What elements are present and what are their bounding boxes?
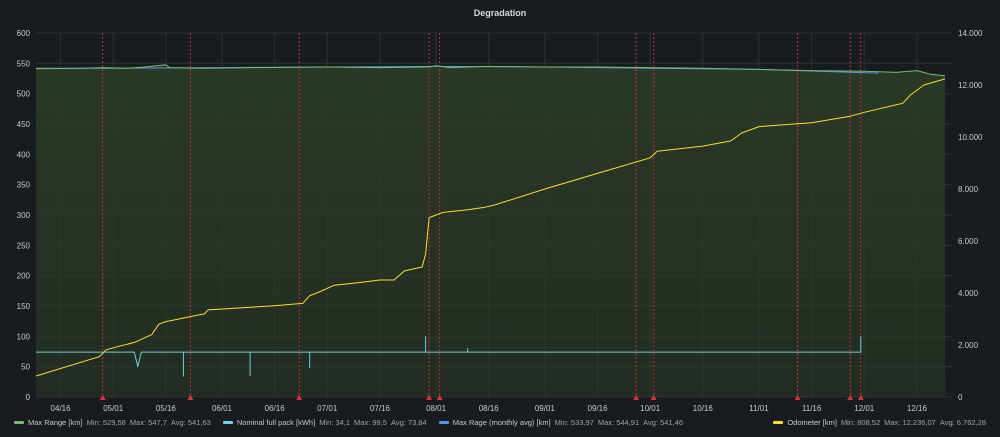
- legend-item-monthly-avg[interactable]: Max Rage (monthly avg) [km] Min: 533,97 …: [438, 418, 684, 427]
- legend-min: Min: 34,1: [319, 418, 351, 427]
- legend-min: Min: 808,52: [840, 418, 881, 427]
- event-markers: [99, 33, 864, 400]
- x-tick-label: 05/16: [156, 404, 177, 413]
- legend-label: Max Rage (monthly avg) [km]: [452, 418, 551, 427]
- left-axis-ticks: 0 50 100 150 200 250 300 350 400 450 500 550 600: [17, 29, 31, 402]
- legend-swatch: [438, 421, 449, 424]
- legend-item-max-range[interactable]: Max Range [km] Min: 529,58 Max: 547,7 Av…: [14, 418, 211, 427]
- panel-title[interactable]: Degradation: [473, 8, 527, 18]
- x-tick-label: 06/16: [265, 404, 286, 413]
- y-left-tick-label: 0: [26, 393, 31, 402]
- x-tick-label: 08/01: [426, 404, 447, 413]
- event-marker-triangle: [847, 395, 854, 400]
- event-marker-triangle: [99, 395, 106, 400]
- y-left-tick-label: 150: [17, 302, 31, 311]
- series-line-0: [35, 64, 946, 77]
- y-left-tick-label: 350: [17, 181, 31, 190]
- x-tick-label: 10/01: [640, 404, 661, 413]
- y-left-tick-label: 600: [17, 29, 31, 38]
- x-tick-label: 10/16: [693, 404, 714, 413]
- series-line-3: [35, 78, 946, 377]
- x-tick-label: 06/01: [212, 404, 233, 413]
- x-tick-label: 07/16: [370, 404, 391, 413]
- event-marker-triangle: [426, 395, 433, 400]
- legend-swatch: [773, 421, 784, 424]
- legend-label: Odometer [km]: [787, 418, 837, 427]
- legend-left: Max Range [km] Min: 529,58 Max: 547,7 Av…: [14, 418, 683, 427]
- y-left-tick-label: 300: [17, 211, 31, 220]
- x-tick-label: 05/01: [103, 404, 124, 413]
- y-left-tick-label: 500: [17, 90, 31, 99]
- x-tick-label: 09/01: [535, 404, 556, 413]
- legend-item-nominal-pack[interactable]: Nominal full pack [kWh] Min: 34,1 Max: 9…: [222, 418, 427, 427]
- right-axis-ticks: 0 2.000 4.000 6.000 8.000 10.000 12.000 14.000: [958, 29, 983, 402]
- x-tick-label: 08/16: [479, 404, 500, 413]
- y-right-tick-label: 2.000: [958, 341, 979, 350]
- legend-max: Max: 99,5: [354, 418, 387, 427]
- event-marker-triangle: [857, 395, 864, 400]
- series-lines: [35, 64, 946, 377]
- legend-label: Max Range [km]: [28, 418, 83, 427]
- legend-swatch: [222, 421, 233, 424]
- legend-min: Min: 533,97: [554, 418, 594, 427]
- event-marker-triangle: [296, 395, 303, 400]
- event-marker-triangle: [650, 395, 657, 400]
- x-tick-label: 11/16: [802, 404, 822, 413]
- x-axis-ticks: 04/16 05/01 05/16 06/01 06/16 07/01 07/16 08/01…: [51, 404, 928, 413]
- y-right-tick-label: 4.000: [958, 289, 979, 298]
- legend-avg: Avg: 541,46: [643, 418, 684, 427]
- legend-max: Max: 547,7: [129, 418, 167, 427]
- y-left-tick-label: 550: [17, 59, 31, 68]
- legend-avg: Avg: 6.762,28: [939, 418, 986, 427]
- x-tick-label: 12/01: [854, 404, 875, 413]
- event-marker-triangle: [633, 395, 640, 400]
- area-fill: [36, 64, 945, 397]
- legend-avg: Avg: 73,84: [390, 418, 427, 427]
- max-range-area: [36, 64, 945, 397]
- y-right-tick-label: 12.000: [958, 81, 983, 90]
- y-left-tick-label: 200: [17, 272, 31, 281]
- y-right-tick-label: 10.000: [958, 133, 983, 142]
- event-marker-triangle: [794, 395, 801, 400]
- legend-item-odometer[interactable]: Odometer [km] Min: 808,52 Max: 12.236,07…: [773, 418, 986, 427]
- y-right-tick-label: 6.000: [958, 237, 979, 246]
- x-tick-label: 04/16: [51, 404, 72, 413]
- y-left-tick-label: 450: [17, 120, 31, 129]
- y-left-tick-label: 400: [17, 150, 31, 159]
- x-tick-label: 07/01: [317, 404, 338, 413]
- x-tick-label: 11/01: [749, 404, 769, 413]
- event-marker-triangle: [436, 395, 443, 400]
- legend-swatch: [14, 421, 24, 424]
- legend-label: Nominal full pack [kWh]: [236, 418, 316, 427]
- y-right-tick-label: 14.000: [958, 29, 983, 38]
- legend-avg: Avg: 541,63: [170, 418, 211, 427]
- y-left-tick-label: 250: [17, 241, 31, 250]
- x-tick-label: 12/16: [907, 404, 928, 413]
- y-right-tick-label: 8.000: [958, 185, 979, 194]
- legend-max: Max: 544,91: [597, 418, 640, 427]
- legend-right: Odometer [km] Min: 808,52 Max: 12.236,07…: [773, 418, 986, 427]
- legend-max: Max: 12.236,07: [884, 418, 936, 427]
- event-marker-triangle: [187, 395, 194, 400]
- y-left-tick-label: 100: [17, 332, 31, 341]
- y-right-tick-label: 0: [958, 393, 963, 402]
- legend-min: Min: 529,58: [86, 418, 126, 427]
- series-line-1: [36, 336, 862, 377]
- y-left-tick-label: 50: [21, 363, 30, 372]
- x-tick-label: 09/16: [588, 404, 609, 413]
